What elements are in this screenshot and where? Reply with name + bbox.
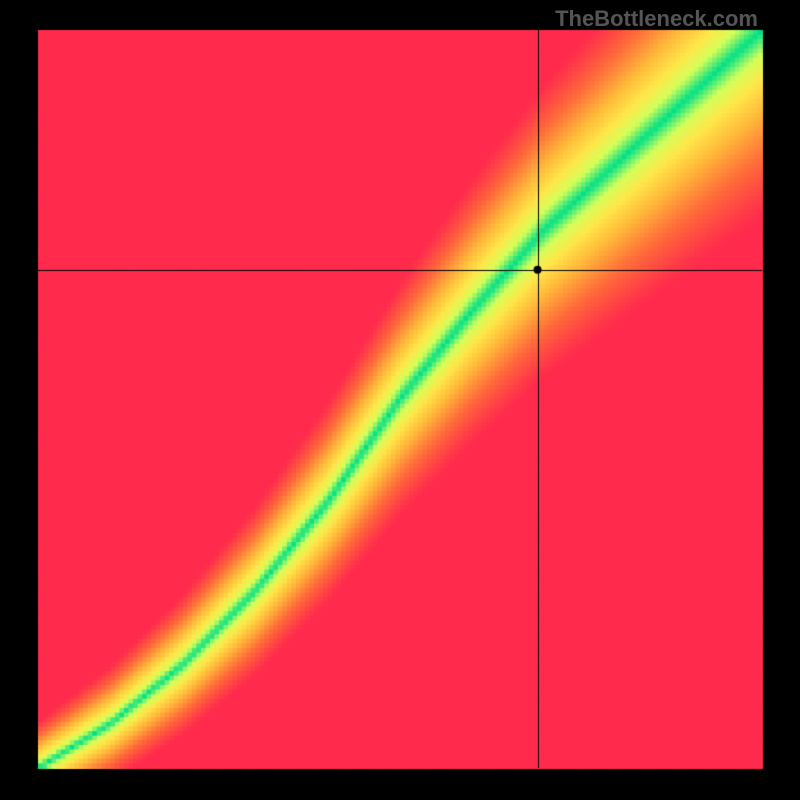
bottleneck-heatmap <box>0 0 800 800</box>
watermark-text: TheBottleneck.com <box>555 6 758 32</box>
